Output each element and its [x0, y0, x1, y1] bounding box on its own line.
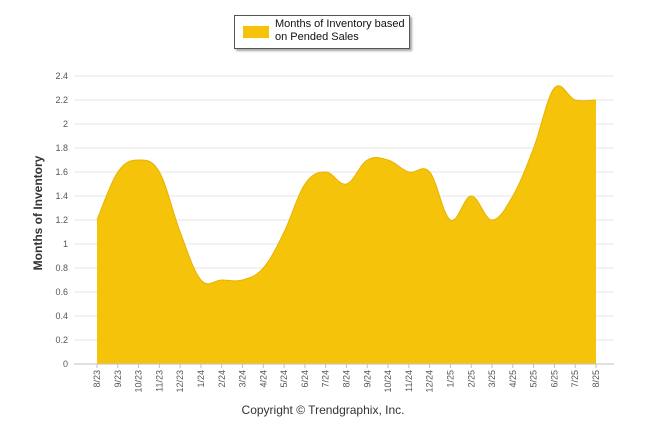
- x-tick-label: 2/25: [466, 370, 476, 388]
- data-point-1-25[interactable]: [449, 219, 452, 222]
- series-line: [96, 85, 597, 285]
- data-point-7-25[interactable]: [574, 99, 577, 102]
- x-tick-label: 1/25: [445, 370, 455, 388]
- y-axis-label: Months of Inventory: [31, 155, 45, 270]
- data-point-5-25[interactable]: [532, 147, 535, 150]
- x-tick-label: 2/24: [217, 370, 227, 388]
- y-tick-label: 1.2: [55, 215, 68, 225]
- y-tick-label: 0.2: [55, 335, 68, 345]
- x-tick-label: 1/24: [196, 370, 206, 388]
- x-tick-label: 3/25: [487, 370, 497, 388]
- x-tick-label: 12/23: [175, 370, 185, 393]
- data-point-1-24[interactable]: [199, 279, 202, 282]
- legend[interactable]: Months of Inventory based on Pended Sale…: [234, 15, 410, 49]
- axes: [74, 363, 614, 368]
- x-tick-label: 10/24: [383, 370, 393, 393]
- x-tick-labels: 8/23 9/23 10/23 11/23 12/23 1/24 2/24 3/24 4/24 5…: [92, 370, 601, 393]
- y-tick-label: 2.2: [55, 95, 68, 105]
- x-tick-label: 9/23: [113, 370, 123, 388]
- y-tick-label: 2: [63, 119, 68, 129]
- data-point-4-24[interactable]: [262, 267, 265, 270]
- x-tick-label: 5/24: [279, 370, 289, 388]
- series-layer: [96, 85, 598, 365]
- x-tick-label: 8/23: [92, 370, 102, 388]
- x-tick-label: 11/24: [404, 370, 414, 392]
- x-tick-label: 3/24: [238, 370, 248, 388]
- x-tick-label: 12/24: [425, 370, 435, 393]
- y-tick-label: 2.4: [55, 71, 68, 81]
- data-point-3-24[interactable]: [241, 279, 244, 282]
- x-tick-label: 10/23: [134, 370, 144, 393]
- y-tick-label: 0.6: [55, 287, 68, 297]
- data-point-5-24[interactable]: [283, 231, 286, 234]
- legend-swatch: [243, 26, 269, 38]
- data-point-7-24[interactable]: [324, 171, 327, 174]
- data-point-10-24[interactable]: [387, 159, 390, 162]
- y-tick-label: 0: [63, 359, 68, 369]
- y-tick-label: 0.8: [55, 263, 68, 273]
- data-point-3-25[interactable]: [491, 219, 494, 222]
- series-area[interactable]: [97, 85, 596, 365]
- x-tick-label: 6/25: [549, 370, 559, 388]
- x-tick-label: 8/24: [342, 370, 352, 388]
- data-point-8-24[interactable]: [345, 183, 348, 186]
- x-tick-label: 4/25: [508, 370, 518, 388]
- data-point-6-25[interactable]: [553, 87, 556, 90]
- data-point-8-23[interactable]: [96, 219, 99, 222]
- x-tick-label: 4/24: [258, 370, 268, 388]
- y-tick-label: 1.6: [55, 167, 68, 177]
- data-point-4-25[interactable]: [511, 195, 514, 198]
- x-tick-label: 11/23: [154, 370, 164, 392]
- x-tick-label: 8/25: [591, 370, 601, 388]
- data-point-9-24[interactable]: [366, 159, 369, 162]
- copyright-footer: Copyright © Trendgraphix, Inc.: [241, 403, 405, 417]
- x-tick-label: 6/24: [300, 370, 310, 388]
- x-tick-label: 7/24: [321, 370, 331, 388]
- data-point-12-23[interactable]: [179, 231, 182, 234]
- y-tick-label: 0.4: [55, 311, 68, 321]
- x-tick-label: 9/24: [362, 370, 372, 388]
- data-point-2-24[interactable]: [220, 279, 223, 282]
- x-tick-label: 5/25: [529, 370, 539, 388]
- y-tick-label: 1.4: [55, 191, 68, 201]
- y-tick-label: 1: [63, 239, 68, 249]
- data-point-8-25[interactable]: [595, 99, 598, 102]
- y-tick-labels: 0 0.2 0.4 0.6 0.8 1 1.2 1.4 1.6 1.8 2 2.2 2.4: [55, 71, 68, 369]
- y-tick-label: 1.8: [55, 143, 68, 153]
- data-point-2-25[interactable]: [470, 195, 473, 198]
- data-point-10-23[interactable]: [137, 159, 140, 162]
- data-point-12-24[interactable]: [428, 171, 431, 174]
- data-point-9-23[interactable]: [116, 171, 119, 174]
- legend-label: Months of Inventory based on Pended Sale…: [275, 18, 405, 43]
- data-point-6-24[interactable]: [303, 183, 306, 186]
- data-point-11-23[interactable]: [158, 171, 161, 174]
- x-tick-label: 7/25: [570, 370, 580, 388]
- data-point-11-24[interactable]: [407, 171, 410, 174]
